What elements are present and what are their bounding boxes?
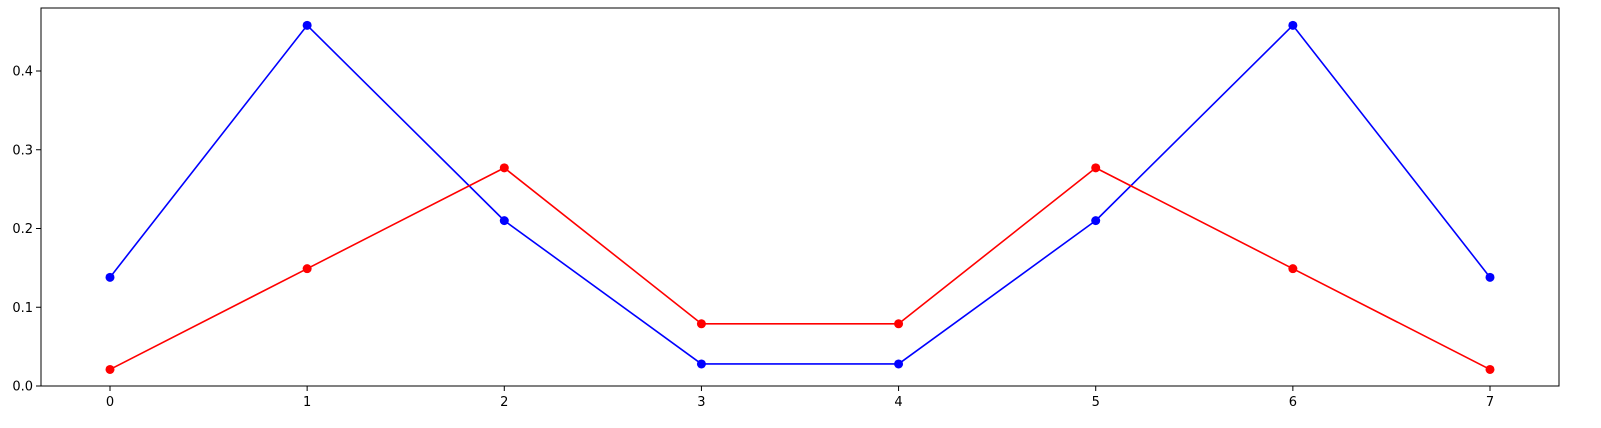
series-2 xyxy=(105,163,1495,374)
series-1-point xyxy=(105,272,115,282)
series-1-line xyxy=(109,24,1491,365)
x-tick-label: 4 xyxy=(894,395,902,410)
axes-frame xyxy=(40,7,1560,387)
y-tick-label: 0.1 xyxy=(12,301,33,316)
series-1-point xyxy=(696,359,706,369)
series-1-point xyxy=(1485,272,1495,282)
x-tick-label: 6 xyxy=(1289,395,1297,410)
x-tick-label: 0 xyxy=(106,395,114,410)
series-2-point xyxy=(105,364,115,374)
y-tick-label: 0.0 xyxy=(12,380,33,395)
series-2-line xyxy=(109,167,1491,371)
series-1 xyxy=(105,20,1495,369)
series-2-point xyxy=(696,319,706,329)
y-tick-label: 0.3 xyxy=(12,143,33,158)
series-1-point xyxy=(499,216,509,226)
x-tick-label: 2 xyxy=(500,395,508,410)
y-tick-label: 0.2 xyxy=(12,222,33,237)
series-2-point xyxy=(1288,264,1298,274)
series-1-point xyxy=(894,359,904,369)
x-tick-label: 7 xyxy=(1486,395,1494,410)
x-tick-label: 1 xyxy=(303,395,311,410)
series-2-point xyxy=(302,264,312,274)
series-1-point xyxy=(1091,216,1101,226)
series-2-point xyxy=(1485,364,1495,374)
series-1-point xyxy=(1288,20,1298,30)
series-2-point xyxy=(1091,163,1101,173)
x-axis: 0 1 2 3 4 5 6 7 xyxy=(106,386,1494,410)
x-tick-label: 3 xyxy=(697,395,705,410)
series-2-point xyxy=(499,163,509,173)
y-tick-label: 0.4 xyxy=(12,65,33,80)
series-1-point xyxy=(302,20,312,30)
x-tick-label: 5 xyxy=(1092,395,1100,410)
y-axis: 0.0 0.1 0.2 0.3 0.4 xyxy=(12,65,41,395)
series-layer xyxy=(105,20,1495,374)
series-2-point xyxy=(894,319,904,329)
